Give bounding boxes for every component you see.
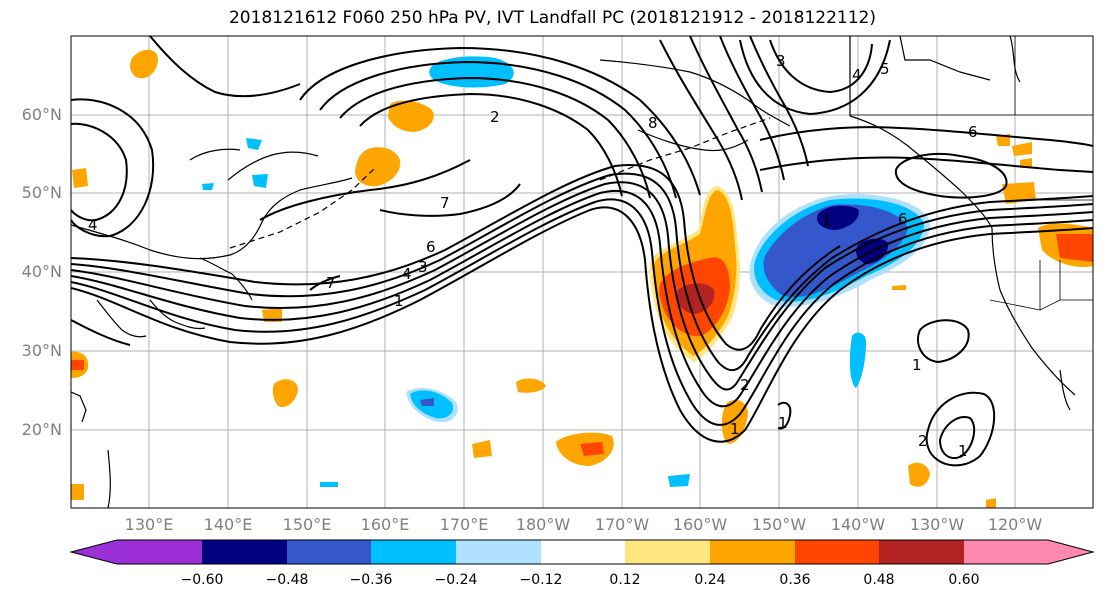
lon-label: 120°W: [987, 515, 1043, 534]
colorbar-outline: [69, 539, 1095, 565]
colorbar-tick: −0.36: [349, 572, 393, 588]
shading-pos-east4: [1012, 142, 1032, 156]
contour-label: 6: [426, 238, 436, 256]
colorbar-seg: [117, 540, 202, 564]
lon-label: 140°W: [830, 515, 886, 534]
contour-label: 1: [912, 356, 922, 374]
colorbar-seg: [371, 540, 456, 564]
lon-label: 140°E: [203, 515, 253, 534]
colorbar-tick: 0.48: [863, 572, 895, 588]
lat-label: 40°N: [21, 262, 62, 281]
shading-neg-small3: [320, 482, 338, 487]
contour-label: 4: [402, 265, 412, 283]
shading-neg-kamchatka: [246, 138, 262, 150]
shading-pos-east1-mid: [1056, 234, 1093, 262]
contour-label: 4: [852, 66, 862, 84]
shading-pos-kamchatka1: [355, 147, 401, 187]
contour-label: 7: [326, 274, 336, 292]
shading-pos-east5: [1020, 158, 1032, 168]
lon-label: 160°E: [360, 515, 410, 534]
shading-pos-small: [892, 285, 906, 290]
contour-label: 5: [880, 60, 890, 78]
lon-label: 130°W: [909, 515, 965, 534]
contour-label: 1: [730, 420, 740, 438]
lon-label: 180°W: [515, 515, 571, 534]
map-title: 2018121612 F060 250 hPa PV, IVT Landfall…: [228, 8, 876, 28]
shading-neg-central-mid: [420, 398, 434, 406]
lon-label: 150°E: [282, 515, 332, 534]
shading-mid-neg: [763, 204, 908, 298]
contour-label: 2: [490, 108, 500, 126]
shading-pos-sw-mid: [71, 360, 84, 370]
contour-label: 6: [898, 210, 908, 228]
colorbar-tick: −0.12: [519, 572, 563, 588]
colorbar-seg: [202, 540, 287, 564]
colorbar-tick: −0.24: [434, 572, 478, 588]
colorbar-seg: [456, 540, 541, 564]
lat-label: 20°N: [21, 420, 62, 439]
colorbar-tick: −0.48: [265, 572, 309, 588]
lon-label: 170°W: [594, 515, 650, 534]
colorbar-seg: [710, 540, 795, 564]
lon-label: 130°E: [124, 515, 174, 534]
colorbar-tick: 0.60: [948, 572, 980, 588]
contour-label: 1: [958, 442, 968, 460]
shading-pos-3: [516, 378, 546, 393]
contour-label: 3: [418, 258, 428, 276]
lat-label: 60°N: [21, 105, 62, 124]
shading-pos-small2: [986, 498, 996, 508]
colorbar-tick: 0.24: [694, 572, 726, 588]
pv-contours: [71, 36, 1093, 467]
colorbar-seg: [287, 540, 371, 564]
shading-pos-1: [262, 308, 282, 322]
shading-strong-neg-north: [816, 205, 859, 230]
shading-pos-sw2: [71, 484, 84, 500]
colorbar-seg: [625, 540, 710, 564]
lat-label: 50°N: [21, 183, 62, 202]
shading-neg-small: [202, 183, 214, 190]
contour-label: 2: [740, 376, 750, 394]
shading-neg-kamchatka2: [252, 174, 268, 188]
colorbar-seg: [964, 540, 1048, 564]
contour-label: 1: [778, 414, 788, 432]
map-frame: [70, 35, 1094, 509]
contour-label: 2: [918, 432, 928, 450]
shading-pos-2: [272, 379, 298, 408]
lon-label: 160°W: [672, 515, 728, 534]
shading-neg-small2: [668, 474, 690, 487]
contour-labels: 2 8 3 4 5 6 4 7 6 4 3 7 1 2 1 1 6 1 1 2 …: [88, 52, 978, 460]
shading-pos-farwest: [72, 168, 88, 188]
shading-pos-nw: [130, 49, 158, 79]
coastlines: [71, 36, 1076, 508]
contour-label: 4: [88, 216, 98, 234]
contour-label: 1: [822, 212, 832, 230]
colorbar-tick: −0.60: [180, 572, 224, 588]
shading-pos-5: [472, 440, 492, 458]
lat-label: 30°N: [21, 341, 62, 360]
shading-pos-4-mid: [580, 442, 604, 456]
colorbar-seg: [795, 540, 879, 564]
colorbar-extend-low: [71, 540, 117, 564]
lon-label: 170°E: [439, 515, 489, 534]
dateline-boundary: [229, 117, 771, 249]
contour-label: 8: [648, 114, 658, 132]
shading-pos-south1: [908, 462, 930, 487]
colorbar-tick: 0.12: [609, 572, 641, 588]
contour-label: 1: [394, 292, 404, 310]
contour-label: 3: [776, 52, 786, 70]
colorbar-extend-high: [1048, 540, 1093, 564]
contour-label: 7: [440, 194, 450, 212]
lon-label: 150°W: [751, 515, 807, 534]
shading-neg-east: [849, 332, 866, 388]
colorbar-seg: [541, 540, 625, 564]
colorbar-tick: 0.36: [779, 572, 811, 588]
colorbar: [69, 539, 1095, 565]
shading-pos-east2: [1002, 182, 1036, 204]
shading-pos-kamchatka2: [388, 100, 434, 132]
colorbar-seg: [879, 540, 964, 564]
contour-label: 6: [968, 123, 978, 141]
